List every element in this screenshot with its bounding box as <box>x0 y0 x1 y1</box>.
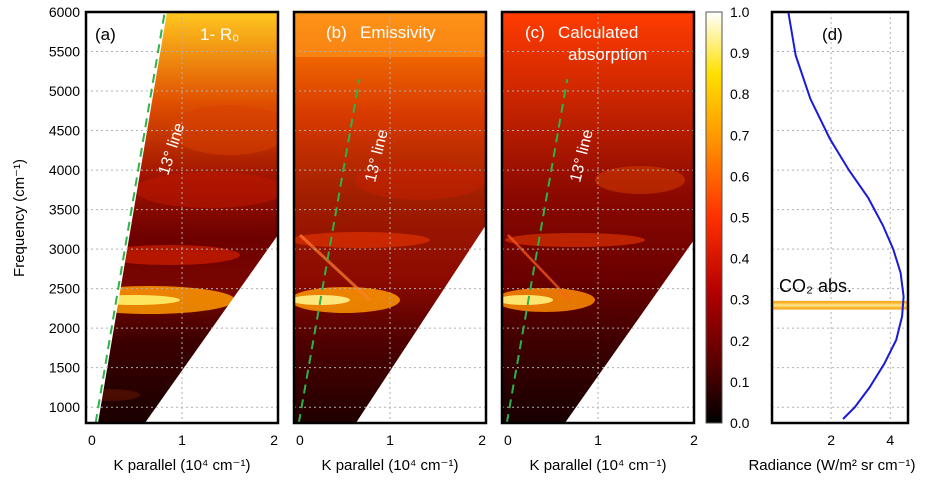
y-tick-label: 4000 <box>49 162 80 178</box>
x-tick-label: 2 <box>690 432 698 448</box>
x-tick-label: 4 <box>886 432 894 448</box>
panel-a-heatmap <box>86 12 278 423</box>
colorbar-tick-labels: 0.0 0.1 0.2 0.3 0.4 0.5 0.6 0.7 0.8 0.9 1.0 <box>730 4 750 431</box>
colorbar-tick-label: 0.4 <box>730 251 750 267</box>
panel-b-grid <box>294 12 486 423</box>
panel-a-x-axis-label: K parallel (10⁴ cm⁻¹) <box>114 457 251 474</box>
x-tick-label: 0 <box>88 432 96 448</box>
panel-c-13-degree-line <box>505 79 569 424</box>
panel-b-title: Emissivity <box>360 23 436 42</box>
panel-d-grid <box>772 12 908 423</box>
x-tick-label: 0 <box>296 432 304 448</box>
colorbar-gradient <box>705 11 723 424</box>
colorbar-tick-label: 1.0 <box>730 4 750 20</box>
panel-c-letter: (c) <box>525 23 545 42</box>
x-tick-label: 2 <box>827 432 835 448</box>
panel-c-grid <box>502 12 694 423</box>
y-tick-label: 2000 <box>49 320 80 336</box>
y-tick-label: 4500 <box>49 123 80 139</box>
y-tick-label: 2500 <box>49 281 80 297</box>
panel-b-x-tick-labels: 0 1 2 <box>296 432 486 448</box>
y-tick-label: 5500 <box>49 44 80 60</box>
panel-d-letter: (d) <box>822 25 843 44</box>
radiance-curve <box>787 11 905 420</box>
x-tick-label: 2 <box>270 432 278 448</box>
y-tick-label: 3500 <box>49 202 80 218</box>
panel-b-x-axis-label: K parallel (10⁴ cm⁻¹) <box>322 457 459 474</box>
y-tick-label: 1000 <box>49 399 80 415</box>
colorbar-tick-label: 0.9 <box>730 45 750 61</box>
x-tick-label: 1 <box>594 432 602 448</box>
panel-a-x-tick-labels: 0 1 2 <box>88 432 278 448</box>
y-tick-label: 1500 <box>49 360 80 376</box>
colorbar: 0.0 0.1 0.2 0.3 0.4 0.5 0.6 0.7 0.8 0.9 1.0 <box>705 4 750 431</box>
panel-d-background <box>772 12 908 423</box>
colorbar-tick-label: 0.5 <box>730 210 750 226</box>
panel-c-x-tick-labels: 0 1 2 <box>504 432 698 448</box>
colorbar-tick-label: 0.3 <box>730 292 750 308</box>
panel-b-frame <box>292 10 488 425</box>
panel-a-title: 1- R₀ <box>200 25 239 44</box>
panel-a-grid <box>86 12 278 423</box>
panel-c-frame <box>500 10 696 425</box>
panel-b-letter: (b) <box>326 23 347 42</box>
x-tick-label: 1 <box>178 432 186 448</box>
panel-a-letter: (a) <box>95 25 116 44</box>
y-tick-labels: 1000 1500 2000 2500 3000 3500 4000 4500 5000 5500… <box>49 4 80 415</box>
x-tick-label: 0 <box>504 432 512 448</box>
panel-c-x-axis-label: K parallel (10⁴ cm⁻¹) <box>530 457 667 474</box>
panel-d-x-axis-label: Radiance (W/m² sr cm⁻¹) <box>748 457 915 474</box>
colorbar-tick-label: 0.1 <box>730 374 750 390</box>
co2-absorption-band-highlight <box>772 300 908 310</box>
panel-c-title-line2: absorption <box>568 45 647 64</box>
y-tick-label: 3000 <box>49 241 80 257</box>
panel-b-heatmap <box>294 12 486 423</box>
co2-absorption-label: CO₂ abs. <box>779 276 852 296</box>
y-axis-label: Frequency (cm⁻¹) <box>11 159 28 277</box>
colorbar-tick-label: 0.2 <box>730 333 750 349</box>
y-tick-label: 6000 <box>49 4 80 20</box>
colorbar-tick-label: 0.8 <box>730 86 750 102</box>
panel-b-13-degree-line <box>297 79 361 424</box>
colorbar-tick-label: 0.7 <box>730 127 750 143</box>
panel-c-title-line1: Calculated <box>558 23 638 42</box>
panel-a-frame <box>84 10 280 425</box>
colorbar-tick-label: 0.6 <box>730 168 750 184</box>
colorbar-tick-label: 0.0 <box>730 415 750 431</box>
y-tick-label: 5000 <box>49 83 80 99</box>
x-tick-label: 2 <box>478 432 486 448</box>
panel-d-frame <box>770 10 910 425</box>
x-tick-label: 1 <box>386 432 394 448</box>
panel-c-heatmap <box>502 12 694 423</box>
panel-a-13-degree-line <box>94 11 166 424</box>
